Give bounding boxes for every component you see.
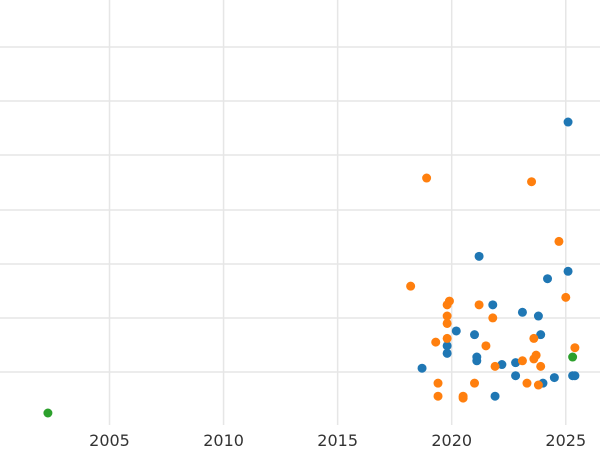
scatter-point [417,363,427,373]
scatter-point [570,343,580,353]
data-points [43,117,580,418]
scatter-point [563,117,573,127]
scatter-point [536,330,546,340]
scatter-point [568,352,578,362]
x-tick-labels: 2005 2010 2015 2020 2025 [89,431,586,450]
x-tick-label: 2015 [317,431,358,450]
scatter-point [497,360,507,370]
scatter-point [522,378,532,388]
scatter-point [563,266,573,276]
scatter-point [529,354,539,364]
scatter-point [474,300,484,310]
scatter-point [533,380,543,390]
scatter-point [490,391,500,401]
scatter-point [561,292,571,302]
scatter-point [536,361,546,371]
scatter-point [481,341,491,351]
scatter-point [554,236,564,246]
scatter-point [433,378,443,388]
scatter-point [442,318,452,328]
scatter-point [570,371,580,381]
scatter-point [527,177,537,187]
scatter-point [543,274,553,284]
scatter-point [517,356,527,366]
scatter-point [422,173,432,183]
scatter-point [458,393,468,403]
scatter-point [43,408,53,418]
x-tick-label: 2010 [203,431,244,450]
scatter-point [406,281,416,291]
scatter-point [490,361,500,371]
scatter-point [442,311,452,321]
scatter-point [433,391,443,401]
scatter-point [549,373,559,383]
scatter-point [533,311,543,321]
scatter-point [431,337,441,347]
scatter-point [442,300,452,310]
scatter-point [517,307,527,317]
scatter-point [472,356,482,366]
scatter-point [451,326,461,336]
scatter-point [474,251,484,261]
scatter-point [529,333,539,343]
scatter-point [442,341,452,351]
scatter-point [470,330,480,340]
scatter-point [442,348,452,358]
scatter-point [470,378,480,388]
x-tick-label: 2025 [545,431,586,450]
scatter-point [442,333,452,343]
scatter-point [488,300,498,310]
grid [0,0,600,425]
scatter-point [488,313,498,323]
x-tick-label: 2005 [89,431,130,450]
scatter-point [511,358,521,368]
scatter-point [511,371,521,381]
x-tick-label: 2020 [431,431,472,450]
